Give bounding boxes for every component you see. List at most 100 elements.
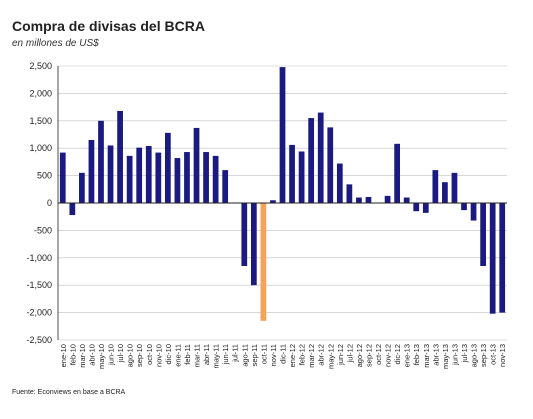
x-tick-label: ago-12 [355, 344, 364, 367]
x-tick-label: abr-12 [317, 344, 326, 366]
x-tick-label: abr-10 [87, 344, 96, 366]
x-tick-label: ene-10 [59, 344, 68, 367]
x-tick-label: sep-10 [135, 344, 144, 367]
bar-may-13 [442, 182, 448, 203]
y-tick-label: 1,500 [29, 116, 52, 126]
bar-nov-11 [270, 200, 276, 203]
bar-abr-11 [203, 152, 209, 203]
x-tick-label: ago-10 [126, 344, 135, 367]
bar-feb-11 [184, 152, 190, 203]
y-tick-label: -1,500 [26, 280, 52, 290]
x-tick-label: jun-12 [336, 344, 345, 366]
y-tick-label: 2,000 [29, 88, 52, 98]
bar-jun-10 [107, 145, 114, 203]
x-tick-label: dic-10 [164, 344, 173, 364]
y-tick-label: -1,000 [26, 253, 52, 263]
x-tick-label: ene-11 [173, 344, 182, 367]
y-tick-label: 500 [37, 171, 52, 181]
x-tick-label: oct-13 [489, 344, 498, 365]
x-tick-label: mar-10 [78, 344, 87, 368]
x-tick-label: may-10 [97, 344, 106, 369]
bar-may-12 [327, 127, 334, 203]
bar-abr-12 [317, 112, 324, 203]
y-tick-label: -500 [34, 225, 52, 235]
x-tick-label: jul-13 [460, 344, 469, 363]
bar-nov-12 [384, 195, 391, 203]
x-tick-label: jun-10 [107, 344, 116, 366]
bar-feb-12 [298, 151, 305, 203]
bar-jun-13 [451, 172, 458, 203]
bar-nov-10 [155, 152, 162, 203]
bar-nov-13 [499, 203, 506, 313]
bar-may-11 [212, 155, 219, 203]
bar-ago-12 [356, 197, 362, 203]
y-axis: -2,500 -2,000 -1,500 -1,000 -500 0 500 1,000 1,5… [26, 61, 59, 345]
x-tick-label: nov-10 [154, 344, 163, 367]
x-axis: ene-10 feb-10 mar-10 abr-10 may-10 jun-10 jul-… [58, 202, 507, 369]
x-tick-label: jul-12 [345, 344, 354, 363]
bar-ago-13 [470, 203, 477, 221]
x-tick-label: feb-12 [298, 344, 307, 365]
bar-feb-13 [413, 203, 420, 212]
bar-ago-11 [241, 203, 248, 267]
x-tick-label: ene-12 [288, 344, 297, 367]
bar-mar-13 [422, 203, 429, 213]
bar-sep-13 [480, 203, 486, 267]
bars [59, 67, 506, 321]
x-tick-label: nov-13 [498, 344, 507, 367]
bar-feb-10 [69, 203, 76, 216]
y-tick-label: 1,000 [29, 143, 52, 153]
x-tick-label: jul-11 [231, 344, 240, 363]
bar-mar-11 [193, 127, 200, 203]
bar-sep-12 [365, 196, 372, 203]
x-tick-label: feb-11 [183, 344, 192, 365]
x-tick-label: may-13 [441, 344, 450, 369]
x-tick-label: feb-13 [412, 344, 421, 365]
bar-oct-10 [145, 146, 152, 203]
bar-mar-12 [308, 118, 315, 203]
x-tick-label: oct-12 [374, 344, 383, 365]
bar-jun-12 [336, 163, 343, 203]
source-note: Fuente: Econviews en base a BCRA [12, 389, 126, 396]
x-tick-label: ago-13 [470, 344, 479, 367]
y-tick-label: 0 [47, 198, 52, 208]
bar-ene-11 [174, 158, 181, 203]
x-tick-label: abr-11 [202, 344, 211, 365]
chart-title: Compra de divisas del BCRA [12, 18, 205, 34]
x-tick-label: may-11 [212, 344, 221, 368]
x-tick-label: nov-11 [269, 344, 278, 366]
bar-mar-10 [79, 172, 85, 203]
bar-jul-13 [461, 203, 467, 211]
bar-abr-10 [88, 139, 95, 203]
bar-ene-12 [289, 144, 295, 203]
bar-dic-12 [394, 143, 401, 203]
y-tick-label: -2,000 [26, 308, 52, 318]
chart-subtitle: en millones de US$ [12, 38, 99, 49]
y-tick-label: 2,500 [29, 61, 52, 71]
bar-jun-11 [222, 170, 229, 203]
bar-oct-11 [260, 203, 267, 321]
bar-ene-13 [403, 197, 410, 203]
x-tick-label: dic-11 [279, 344, 288, 364]
x-tick-label: feb-10 [68, 344, 77, 365]
x-tick-label: oct-10 [145, 344, 154, 365]
x-tick-label: may-12 [326, 344, 335, 369]
bar-dic-10 [164, 132, 171, 203]
bar-ene-10 [59, 152, 66, 203]
x-tick-label: sep-13 [479, 344, 488, 367]
x-tick-label: abr-13 [431, 344, 440, 366]
x-tick-label: oct-11 [259, 344, 268, 364]
x-tick-label: mar-11 [193, 344, 202, 367]
bar-abr-13 [432, 170, 439, 203]
x-tick-label: ene-13 [403, 344, 412, 367]
bar-oct-13 [489, 203, 496, 314]
x-tick-label: mar-12 [307, 344, 316, 368]
bar-dic-11 [279, 67, 286, 203]
bar-sep-11 [250, 203, 257, 286]
bar-jul-10 [117, 110, 123, 203]
bar-ago-10 [126, 155, 133, 203]
bar-jul-12 [346, 184, 353, 203]
x-tick-label: dic-12 [393, 344, 402, 364]
x-tick-label: jun-11 [221, 344, 230, 365]
